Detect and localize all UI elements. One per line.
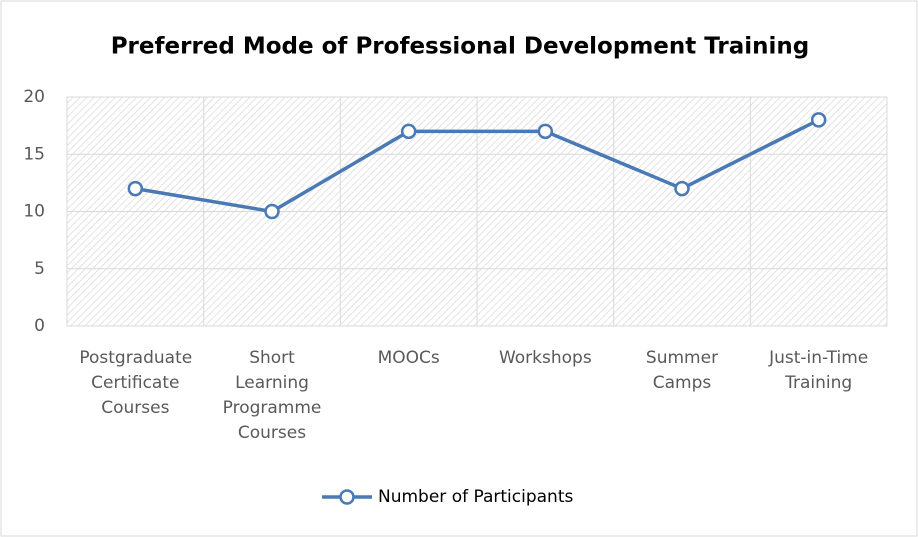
- y-tick-label: 0: [34, 316, 45, 336]
- y-tick-label: 20: [23, 87, 45, 107]
- data-point: [127, 180, 144, 197]
- legend-label: Number of Participants: [378, 487, 573, 507]
- x-tick-label: MOOCs: [377, 348, 440, 368]
- y-tick-label: 5: [34, 259, 45, 279]
- data-point: [400, 123, 417, 140]
- x-tick-label: Workshops: [498, 348, 592, 368]
- series-line: [135, 118, 820, 214]
- y-tick-label: 10: [23, 202, 45, 222]
- y-tick-label: 15: [23, 144, 45, 164]
- x-tick-label: Short Learning Programme Courses: [222, 348, 322, 443]
- data-point: [537, 123, 554, 140]
- data-point: [810, 112, 827, 128]
- data-point: [674, 180, 690, 197]
- x-tick-label: Postgraduate Certificate Courses: [79, 348, 193, 418]
- data-point: [264, 203, 280, 220]
- chart-title: Preferred Mode of Professional Developme…: [111, 34, 810, 60]
- x-tick-label: Summer Camps: [645, 348, 719, 393]
- legend-marker: [339, 489, 355, 505]
- x-tick-label: Just-in-Time Training: [769, 348, 869, 393]
